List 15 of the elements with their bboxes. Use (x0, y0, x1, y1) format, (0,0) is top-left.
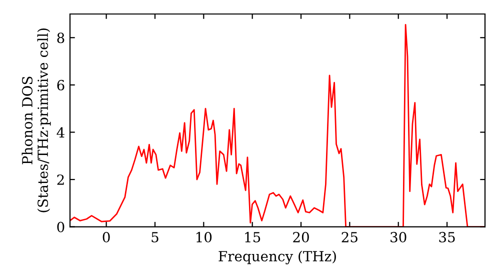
x-tick-label: 0 (102, 232, 110, 242)
x-tick-label: 30 (390, 232, 406, 242)
y-tick-label: 6 (57, 80, 64, 90)
x-tick-label: 15 (245, 232, 260, 242)
x-axis-title: Frequency (THz) (218, 250, 336, 264)
y-tick-label: 0 (57, 222, 64, 232)
y-tick-label: 2 (57, 174, 64, 185)
x-tick-label: 10 (196, 232, 212, 242)
x-tick-label: 20 (293, 232, 309, 242)
y-tick-label: 8 (57, 32, 64, 44)
x-tick-label: 35 (439, 232, 455, 242)
y-axis-title: Phonon DOS (States/THz·primitive cell) (22, 28, 51, 212)
y-tick-label: 4 (56, 127, 64, 138)
x-tick-label: 5 (152, 232, 158, 242)
x-tick-label: 25 (342, 232, 358, 242)
